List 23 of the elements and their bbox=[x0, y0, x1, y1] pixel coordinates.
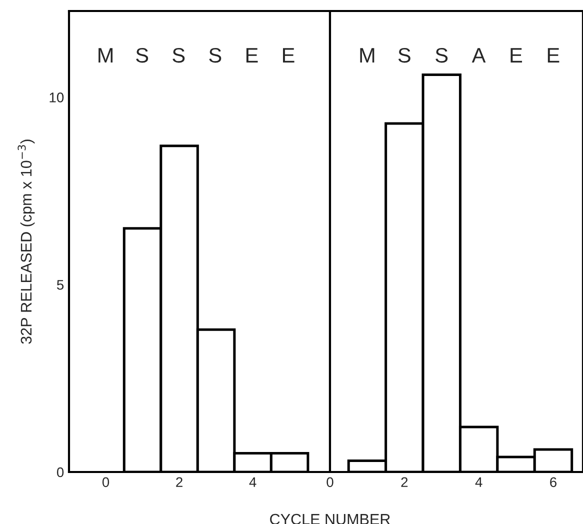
annotation: S bbox=[136, 48, 148, 63]
x-tick-label: 0 bbox=[326, 477, 334, 488]
annotation: S bbox=[209, 48, 222, 63]
annotation: A bbox=[472, 48, 486, 62]
y-tick-label: 10 bbox=[50, 92, 64, 102]
y-tick-label: 5 bbox=[56, 280, 64, 290]
annotation: E bbox=[548, 48, 560, 62]
annotation: E bbox=[283, 48, 294, 62]
x-tick-label: 4 bbox=[249, 477, 256, 487]
annotation: S bbox=[436, 48, 448, 63]
y-tick-label: 0 bbox=[56, 467, 64, 478]
annotation: M bbox=[98, 48, 113, 62]
x-tick-label: 4 bbox=[475, 477, 482, 487]
annotation: S bbox=[398, 48, 410, 63]
annotation: E bbox=[510, 48, 522, 62]
annotation: S bbox=[172, 48, 185, 63]
x-tick-label: 6 bbox=[550, 477, 556, 488]
x-tick-label: 0 bbox=[102, 477, 110, 488]
annotation: M bbox=[360, 48, 374, 62]
y-axis-title: 32P RELEASED (cpm x 10$^{−3}$) bbox=[18, 140, 35, 344]
x-tick-label: 2 bbox=[401, 477, 408, 487]
x-tick-label: 2 bbox=[176, 477, 182, 487]
annotation: E bbox=[246, 48, 258, 62]
